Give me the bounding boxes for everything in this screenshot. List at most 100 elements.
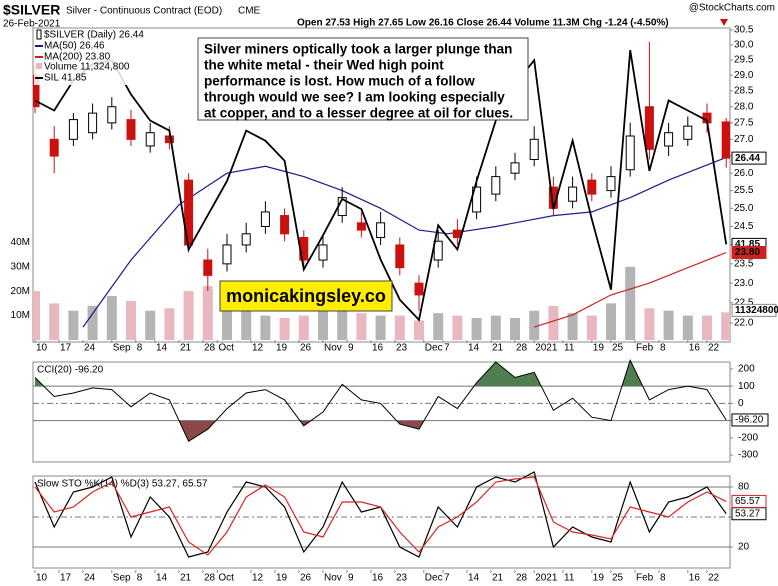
- panel-title: Slow STO %K(14) %D(3) 53.27, 65.57: [37, 479, 208, 490]
- x-tick-label: 24: [84, 343, 96, 354]
- chart-subtitle: Silver - Continuous Contract (EOD): [66, 6, 222, 17]
- x-tick-label: 28: [204, 343, 216, 354]
- value-tag-label: 11324800: [735, 305, 778, 316]
- candle-body: [625, 135, 635, 171]
- candle-body: [164, 135, 174, 144]
- legend-label: MA(200) 23.80: [44, 52, 111, 63]
- panel-title-box: [34, 363, 121, 376]
- x-tick-label: 14: [468, 343, 480, 354]
- quote: Open 27.53 High 27.65 Low 26.16 Close 26…: [297, 18, 669, 29]
- y-tick-label: 24.5: [734, 221, 754, 232]
- candle-body: [587, 179, 597, 195]
- volume-bar: [164, 308, 175, 340]
- x-tick-label: 14: [156, 573, 168, 584]
- volume-bar: [414, 320, 424, 340]
- candle-body: [203, 259, 213, 276]
- date: 26-Feb-2021: [3, 19, 61, 30]
- value-tag-label: 23.80: [735, 247, 760, 258]
- x-tick-label: 19: [276, 573, 288, 584]
- volume-bar: [471, 318, 482, 340]
- price-panel: [32, 27, 731, 343]
- y-tick-label: 28.5: [734, 85, 754, 96]
- y-tick-label: 29.0: [734, 70, 754, 81]
- x-tick-label: 19: [276, 343, 288, 354]
- y-tick-label: 30.0: [734, 39, 754, 50]
- volume-bar: [567, 313, 578, 340]
- candle-body: [395, 244, 405, 269]
- candle-body: [721, 121, 730, 159]
- y-tick-label: 22.5: [734, 297, 754, 308]
- x-tick-label: 28: [204, 573, 216, 584]
- volume-bar: [682, 315, 693, 340]
- x-tick-label: 28: [516, 573, 528, 584]
- x-tick-label: Feb: [636, 343, 654, 354]
- volume-bar: [106, 296, 117, 340]
- legend-label: MA(50) 26.46: [44, 41, 105, 52]
- y-tick-label: 26.0: [734, 168, 754, 179]
- volume-bar: [337, 305, 348, 340]
- legend-box: [34, 29, 204, 85]
- candle-body: [241, 233, 251, 246]
- annotation-line: through would we see? I am looking espec…: [204, 90, 505, 105]
- x-tick-label: 2021: [535, 343, 558, 354]
- x-tick-label: 22: [708, 573, 720, 584]
- x-tick-label: 8: [137, 573, 143, 584]
- x-tick-label: 16: [372, 573, 384, 584]
- x-tick-label: Oct: [218, 343, 234, 354]
- x-tick-label: Sep: [113, 573, 131, 584]
- x-tick-label: 14: [468, 573, 480, 584]
- volume-bar: [490, 315, 501, 340]
- watermark-box: [219, 280, 393, 312]
- volume-bar: [548, 305, 559, 340]
- value-tag: [731, 151, 767, 165]
- candle-body: [568, 186, 578, 202]
- x-tick-label: Oct: [218, 573, 234, 584]
- volume-bar: [202, 286, 213, 340]
- y-tick-label: 27.0: [734, 134, 754, 145]
- candle-body: [529, 138, 539, 160]
- value-tag-label: -96.20: [735, 415, 764, 426]
- x-tick-label: 26: [300, 573, 312, 584]
- volume-bar: [452, 315, 463, 340]
- x-tick-label: 8: [660, 573, 666, 584]
- candle-body: [49, 138, 59, 157]
- candle-body: [491, 176, 501, 195]
- candle-body: [280, 215, 290, 235]
- candle-body: [414, 282, 424, 296]
- legend-swatch: [36, 29, 42, 40]
- value-tag: [731, 413, 769, 427]
- x-tick-label: 28: [516, 343, 528, 354]
- x-tick-label: 14: [156, 343, 168, 354]
- value-tag-label: 65.57: [735, 496, 760, 507]
- candle-body: [126, 119, 136, 140]
- x-tick-label: 19: [593, 573, 605, 584]
- x-tick-label: 7: [444, 573, 450, 584]
- volume-bar: [586, 315, 597, 340]
- volume-bar: [356, 313, 367, 340]
- legend-label: $SILVER (Daily) 26.44: [44, 30, 144, 41]
- cci-fill: [35, 420, 727, 442]
- x-tick-label: 21: [492, 573, 504, 584]
- candle-body: [222, 244, 232, 265]
- x-tick-label: 2021: [535, 573, 558, 584]
- candle-body: [260, 211, 270, 227]
- exchange: CME: [238, 6, 261, 17]
- candle-body: [510, 162, 520, 174]
- watermark: monicakingsley.co: [226, 286, 386, 306]
- x-tick-label: Feb: [636, 573, 654, 584]
- x-tick-label: 12: [252, 343, 264, 354]
- y-tick-label: 200: [738, 364, 755, 375]
- volume-bar: [663, 310, 674, 340]
- y-tick-label: 30.5: [734, 25, 754, 36]
- y-tick-label: 27.5: [734, 118, 754, 129]
- chart-title: $SILVER: [3, 2, 60, 18]
- x-tick-label: 10: [36, 573, 48, 584]
- volume-bar: [87, 305, 98, 340]
- candle-body: [683, 125, 693, 140]
- x-tick-label: 22: [708, 343, 720, 354]
- volume-bar: [183, 291, 194, 340]
- volume-bar: [49, 303, 60, 340]
- volume-bar: [625, 266, 636, 340]
- y-tick-label: -200: [738, 433, 758, 444]
- legend-label: Volume 11,324,800: [44, 62, 130, 73]
